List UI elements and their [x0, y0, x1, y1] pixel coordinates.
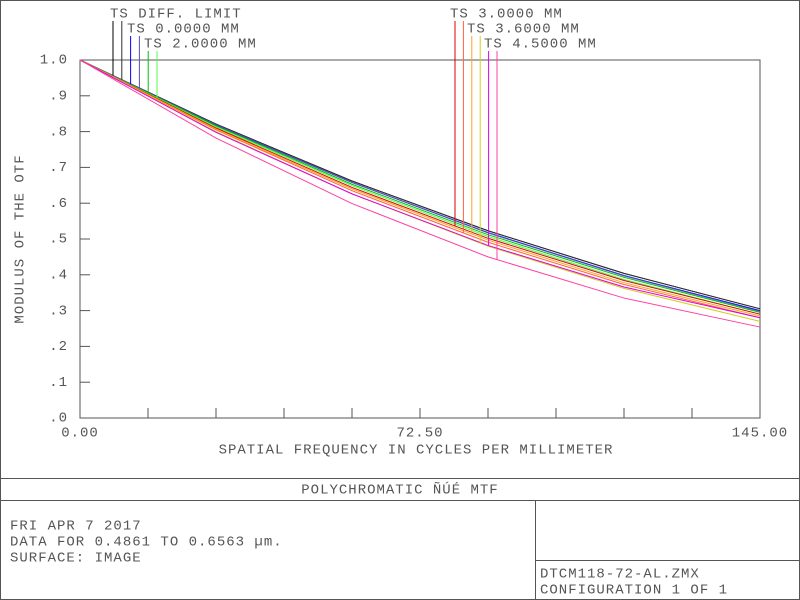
surface-info: SURFACE: IMAGE: [10, 551, 142, 567]
configuration: CONFIGURATION 1 OF 1: [540, 583, 728, 599]
file-name: DTCM118-72-AL.ZMX: [540, 567, 700, 583]
mtf-curve: [79, 59, 761, 319]
legend-label: TS 3.0000 MM: [450, 7, 563, 23]
y-tick-label: .6: [49, 196, 68, 212]
mtf-curve: [79, 59, 761, 319]
legend-label: TS DIFF. LIMIT: [110, 7, 242, 23]
legend-label: TS 4.5000 MM: [484, 37, 597, 53]
x-tick-label: 72.50: [396, 426, 443, 442]
y-tick-label: .7: [49, 160, 68, 176]
mtf-curve: [79, 59, 761, 315]
y-tick-label: .8: [49, 124, 68, 140]
y-tick-label: .9: [49, 89, 68, 105]
y-axis-label: MODULUS OF THE OTF: [13, 154, 29, 323]
mtf-curve: [79, 59, 761, 312]
mtf-curve: [79, 59, 761, 328]
mtf-curve: [79, 59, 761, 315]
mtf-curve: [79, 59, 761, 310]
mtf-curve: [79, 59, 761, 313]
y-tick-label: .2: [49, 339, 68, 355]
x-axis-label: SPATIAL FREQUENCY IN CYCLES PER MILLIMET…: [219, 443, 614, 459]
legend-label: TS 3.6000 MM: [467, 22, 580, 38]
y-tick-label: .0: [49, 411, 68, 427]
y-tick-label: .4: [49, 268, 68, 284]
mtf-curve: [79, 59, 761, 317]
y-tick-label: .1: [49, 375, 68, 391]
y-tick-label: .3: [49, 303, 68, 319]
mtf-curve: [79, 59, 761, 310]
x-tick-label: 0.00: [61, 426, 99, 442]
x-tick-label: 145.00: [732, 426, 788, 442]
chart-title: POLYCHROMATIC ÑÚÉ MTF: [301, 481, 498, 499]
legend-label: TS 0.0000 MM: [127, 22, 240, 38]
legend-label: TS 2.0000 MM: [144, 37, 257, 53]
mtf-curve: [79, 59, 761, 312]
y-tick-label: 1.0: [40, 53, 68, 69]
y-tick-label: .5: [49, 232, 68, 248]
date: FRI APR 7 2017: [10, 519, 142, 535]
wavelength-info: DATA FOR 0.4861 TO 0.6563 µm.: [10, 535, 283, 551]
